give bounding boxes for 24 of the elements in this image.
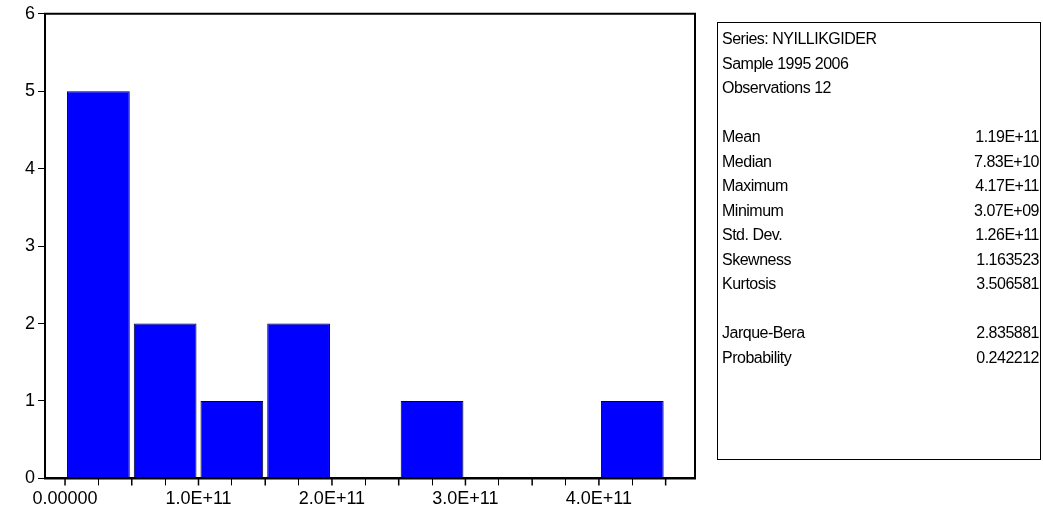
text: Median 7.83E+10: [722, 152, 1039, 170]
y-tick-label: 1: [25, 389, 36, 410]
text: Probability 0.242212: [722, 348, 1039, 366]
y-tick-label: 4: [25, 157, 36, 178]
y-tick-label: 0: [25, 467, 36, 488]
text: Observations 12: [722, 78, 832, 98]
x-tick-label: 1.0E+11: [165, 488, 232, 509]
text: Maximum 4.17E+11: [722, 177, 1039, 194]
text: Series: NYILLIKGIDER: [722, 29, 878, 49]
x-tick-label: 0.00000: [32, 488, 98, 509]
text: Mean 1.19E+11: [722, 128, 1039, 145]
text: Sample 1995 2006: [722, 53, 850, 74]
text: Jarque-Bera 2.835881: [722, 324, 1039, 341]
y-tick-label: 3: [25, 235, 36, 256]
y-tick-label: 6: [25, 2, 36, 23]
x-tick-label: 2.0E+11: [298, 488, 366, 509]
text: Std. Dev. 1.26E+11: [722, 226, 1039, 243]
text: Skewness 1.163523: [722, 250, 1039, 268]
y-tick-label: 5: [25, 80, 36, 101]
text: Minimum 3.07E+09: [722, 201, 1039, 219]
x-tick-label: 4.0E+11: [565, 488, 633, 509]
y-tick-label: 2: [25, 312, 36, 333]
text: Kurtosis 3.506581: [722, 275, 1039, 292]
x-tick-label: 3.0E+11: [432, 488, 499, 509]
